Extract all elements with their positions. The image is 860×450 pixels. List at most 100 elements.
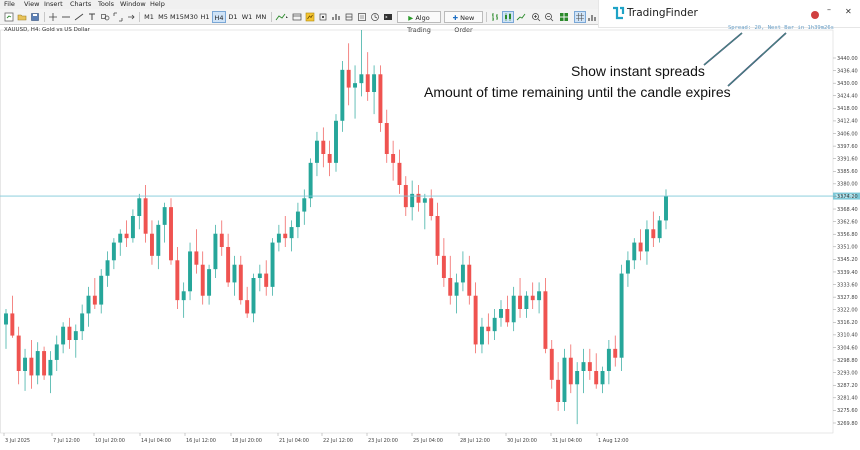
candle-body <box>600 371 605 385</box>
algo-trading-button[interactable]: ▶ Algo Trading <box>397 11 441 34</box>
y-tick-label: 3310.40 <box>837 333 858 339</box>
grid-toggle-icon[interactable] <box>574 11 586 23</box>
timeframe-m15[interactable]: M15 <box>170 13 184 21</box>
candle-body <box>384 123 389 154</box>
candlestick-chart-icon[interactable] <box>502 11 514 23</box>
candle-body <box>518 295 523 309</box>
horizontal-line-icon[interactable] <box>60 11 72 23</box>
timeframe-m1[interactable]: M1 <box>144 13 154 21</box>
candle-body <box>524 295 529 309</box>
line-chart-icon[interactable] <box>515 11 527 23</box>
y-tick-label: 3418.00 <box>837 106 858 112</box>
timeframe-d1[interactable]: D1 <box>228 13 238 21</box>
y-tick-label: 3275.60 <box>837 408 858 414</box>
candle-body <box>606 348 611 371</box>
text-tool-icon[interactable] <box>86 11 98 23</box>
candle-body <box>479 326 484 345</box>
save-icon[interactable] <box>29 11 41 23</box>
timeframe-h4[interactable]: H4 <box>212 11 226 23</box>
y-tick-label: 3440.00 <box>837 56 858 62</box>
shapes-icon[interactable] <box>99 11 111 23</box>
price-chart[interactable]: 3370.00 3440.00 3436.40 3430.00 3424.40 3418… <box>0 25 860 446</box>
y-tick-label: 3430.00 <box>837 81 858 87</box>
notification-bell-icon[interactable] <box>811 11 819 19</box>
candle-body <box>295 211 300 228</box>
candle-body <box>460 264 465 283</box>
volumes-icon[interactable] <box>587 11 597 23</box>
menu-view[interactable]: View <box>24 0 40 8</box>
candle-body <box>657 220 662 239</box>
y-tick-label: 3380.00 <box>837 182 858 188</box>
candle-body <box>169 207 173 261</box>
chart-shift-icon[interactable] <box>125 11 137 23</box>
candle-body <box>99 275 104 305</box>
x-tick-label: 25 Jul 04:00 <box>413 438 443 444</box>
timeframe-h1[interactable]: H1 <box>200 13 210 21</box>
timeframe-m30[interactable]: M30 <box>184 13 198 21</box>
crosshair-icon[interactable] <box>47 11 59 23</box>
candle-body <box>568 357 573 385</box>
new-order-button[interactable]: ✚ New Order <box>444 11 483 34</box>
candle-body <box>80 313 85 332</box>
candle-body <box>54 344 59 360</box>
candle-body <box>340 69 345 121</box>
candle-body <box>327 154 332 163</box>
y-tick-label: 3298.80 <box>837 358 858 364</box>
minimize-icon[interactable]: – <box>827 5 831 14</box>
candle-body <box>308 162 313 199</box>
bar-chart-icon[interactable] <box>489 11 501 23</box>
menu-charts[interactable]: Charts <box>70 0 92 8</box>
terminal-icon[interactable] <box>382 11 394 23</box>
algo-trading-icon: ▶ <box>408 14 414 22</box>
tile-windows-icon[interactable] <box>558 11 570 23</box>
candle-body <box>467 264 472 296</box>
close-icon[interactable]: ✕ <box>845 7 852 16</box>
data-window-icon[interactable] <box>356 11 368 23</box>
market-watch-icon[interactable] <box>330 11 342 23</box>
x-tick-label: 30 Jul 20:00 <box>507 438 537 444</box>
new-chart-icon[interactable] <box>3 11 15 23</box>
chart-type-icon[interactable] <box>274 11 290 23</box>
candle-body <box>321 140 326 154</box>
menu-tools[interactable]: Tools <box>98 0 115 8</box>
timeframe-m5[interactable]: M5 <box>158 13 168 21</box>
candle-body <box>86 295 91 314</box>
menu-window[interactable]: Window <box>120 0 146 8</box>
zoom-in-icon[interactable] <box>530 11 542 23</box>
candle-body <box>505 309 510 323</box>
candle-body <box>130 216 135 239</box>
candle-body <box>283 233 288 239</box>
candle-body <box>67 326 72 340</box>
candle-body <box>575 371 580 385</box>
zoom-fit-icon[interactable] <box>112 11 124 23</box>
candle-body <box>302 198 307 212</box>
x-tick-label: 18 Jul 20:00 <box>232 438 262 444</box>
candle-body <box>435 216 440 256</box>
navigator-icon[interactable] <box>343 11 355 23</box>
candle-body <box>422 198 427 203</box>
templates-icon[interactable] <box>291 11 303 23</box>
candle-body <box>556 379 561 402</box>
menu-help[interactable]: Help <box>150 0 165 8</box>
menu-insert[interactable]: Insert <box>44 0 63 8</box>
open-folder-icon[interactable] <box>16 11 28 23</box>
candle-body <box>226 247 231 283</box>
candle-body <box>537 291 542 301</box>
spread-and-timer-info: Spread: 20, Next Bar in 1h39m26s <box>728 25 834 31</box>
candle-body <box>111 242 116 261</box>
zoom-out-icon[interactable] <box>543 11 555 23</box>
chart-title: XAUUSD, H4: Gold vs US Dollar <box>4 27 90 33</box>
objects-icon[interactable] <box>317 11 329 23</box>
candle-body <box>245 300 250 314</box>
indicators-icon[interactable] <box>304 11 316 23</box>
candle-body <box>48 359 53 376</box>
y-tick-label: 3293.00 <box>837 370 858 376</box>
current-price-tag <box>833 192 860 200</box>
strategy-tester-icon[interactable] <box>369 11 381 23</box>
chart-window[interactable]: 3370.00 3440.00 3436.40 3430.00 3424.40 3418… <box>0 25 860 446</box>
menu-file[interactable]: File <box>4 0 15 8</box>
trend-line-icon[interactable] <box>73 11 85 23</box>
candle-body <box>42 351 47 376</box>
timeframe-mn[interactable]: MN <box>255 13 267 21</box>
timeframe-w1[interactable]: W1 <box>241 13 253 21</box>
